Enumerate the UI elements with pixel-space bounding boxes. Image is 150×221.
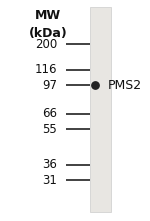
Bar	[90, 7, 111, 212]
Text: (kDa): (kDa)	[29, 27, 67, 40]
Text: 116: 116	[34, 63, 57, 76]
Text: 200: 200	[35, 38, 57, 51]
Point	[94, 83, 96, 87]
Text: 36: 36	[42, 158, 57, 171]
Text: 55: 55	[42, 123, 57, 136]
Text: 66: 66	[42, 107, 57, 120]
Text: 97: 97	[42, 79, 57, 91]
Text: 31: 31	[42, 174, 57, 187]
Text: PMS2: PMS2	[108, 79, 142, 91]
Text: MW: MW	[35, 9, 61, 22]
